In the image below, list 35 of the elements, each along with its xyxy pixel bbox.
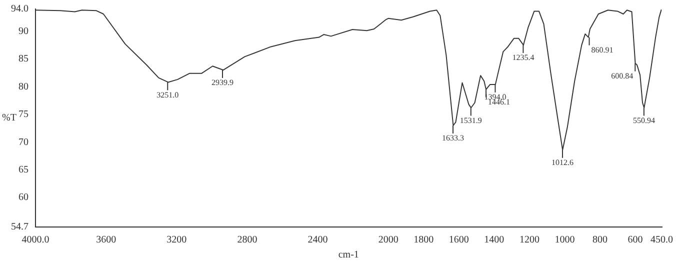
x-tick-label: 600 (628, 234, 643, 246)
x-axis-title: cm-1 (338, 250, 359, 261)
y-tick-label: 60 (18, 192, 28, 204)
annotation: 2939.9 (212, 78, 234, 88)
x-tick-label: 1400 (484, 234, 504, 246)
y-tick-label: 75 (18, 109, 28, 120)
annotation: 550.94 (632, 116, 655, 125)
x-tick-label: 1200 (519, 234, 540, 246)
x-tick-label: 4000.0 (22, 234, 50, 246)
annotation: 3251.0 (156, 90, 179, 100)
x-tick-label: 1000 (554, 234, 575, 246)
y-tick-label: 90 (18, 26, 28, 37)
y-tick-label: 65 (18, 164, 28, 176)
annotation: 860.91 (591, 45, 614, 54)
y-tick-label: 94.0 (11, 4, 28, 15)
y-tick-label: 85 (18, 54, 28, 65)
annotation: 1446.1 (488, 98, 510, 107)
x-tick-label: 1600 (448, 234, 469, 246)
y-tick-label: 54.7 (11, 222, 28, 233)
x-tick-label: 3600 (96, 234, 116, 246)
x-tick-label: 2400 (308, 234, 328, 246)
annotation: 600.84 (611, 71, 634, 80)
x-tick-label: 2800 (237, 234, 258, 246)
x-tick-label: 3200 (166, 234, 187, 246)
y-axis-title: %T (2, 112, 16, 124)
x-tick-label: 800 (592, 234, 608, 246)
annotation: 1235.4 (512, 53, 534, 62)
x-tick-label: 2000 (378, 234, 398, 246)
annotation: 1531.9 (460, 116, 482, 125)
x-tick-label: 1800 (414, 234, 434, 246)
y-tick-label: 70 (18, 136, 28, 148)
y-tick-label: 80 (18, 81, 28, 92)
annotation: 1012.6 (552, 158, 574, 167)
annotation: 1633.3 (442, 134, 464, 143)
x-tick-label: 450.0 (650, 234, 673, 246)
